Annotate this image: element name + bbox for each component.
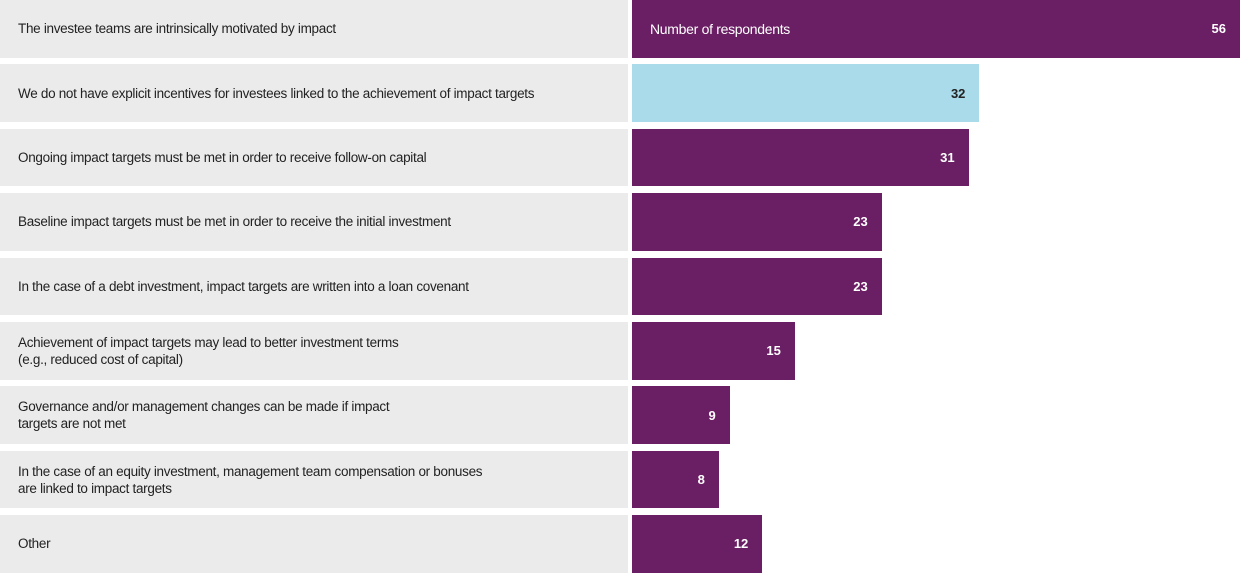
category-label: In the case of an equity investment, man…	[0, 450, 628, 509]
annotation: Number of respondents	[650, 20, 791, 37]
category-label: Ongoing impact targets must be met in or…	[0, 128, 628, 187]
value-label: 31	[940, 150, 955, 166]
category-label: Governance and/or management changes can…	[0, 386, 628, 444]
value-label: 12	[733, 536, 749, 552]
value-label: 15	[766, 343, 781, 359]
value-label: 9	[708, 407, 716, 423]
bar: 56	[632, 0, 1240, 58]
bar: 32	[632, 64, 980, 122]
category-label: Other	[0, 515, 628, 573]
bar: 23	[632, 257, 882, 316]
category-label: Baseline impact targets must be met in o…	[0, 193, 628, 251]
bar: 12	[632, 515, 763, 573]
value-label: 23	[853, 278, 868, 294]
value-label: 23	[853, 214, 868, 230]
category-label: We do not have explicit incentives for i…	[0, 64, 628, 122]
value-label: 32	[950, 85, 966, 101]
value-label: 56	[1211, 21, 1226, 37]
category-label: The investee teams are intrinsically mot…	[0, 0, 628, 58]
category-label: In the case of a debt investment, impact…	[0, 257, 628, 316]
category-label: Achievement of impact targets may lead t…	[0, 322, 628, 380]
bar: 15	[632, 322, 795, 380]
bar: 31	[632, 128, 969, 187]
bar: 9	[632, 386, 730, 444]
value-label: 8	[697, 472, 705, 488]
bar: 8	[632, 450, 719, 509]
bar: 23	[632, 193, 882, 251]
